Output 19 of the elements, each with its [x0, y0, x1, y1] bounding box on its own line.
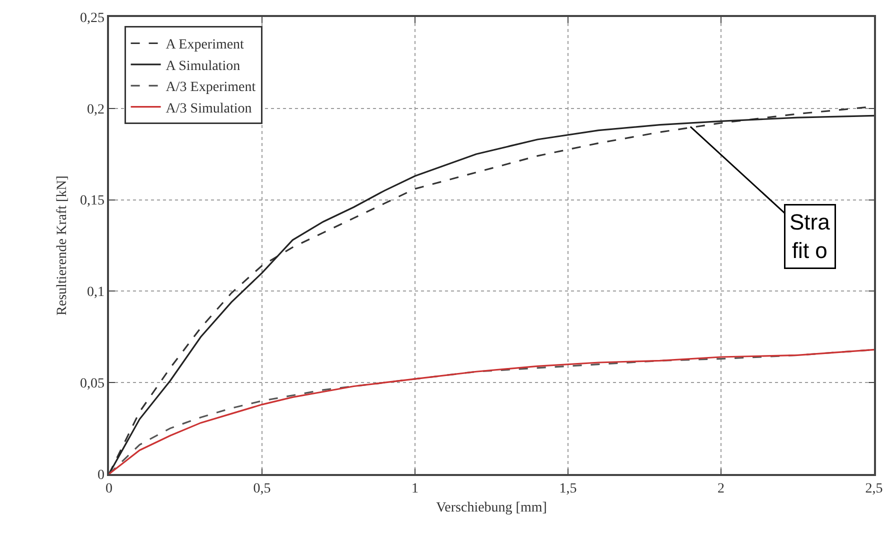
- legend-label: A/3 Simulation: [166, 101, 252, 116]
- x-tick-label: 1,5: [559, 482, 577, 497]
- x-tick-label: 2: [718, 482, 724, 497]
- y-tick-label: 0,25: [80, 10, 104, 26]
- y-tick-label: 0: [97, 468, 104, 483]
- annotation: Stra fit o: [790, 210, 831, 264]
- x-tick-label: 2,5: [865, 482, 883, 497]
- y-axis-title: Resultierende Kraft [kN]: [55, 176, 70, 316]
- legend-label: A/3 Experiment: [166, 80, 256, 96]
- x-axis-title: Verschiebung [mm]: [436, 500, 547, 516]
- y-tick-label: 0,05: [80, 376, 104, 392]
- x-tick-label: 1: [412, 482, 418, 497]
- x-tick-label: 0,5: [253, 482, 271, 497]
- line-series: [109, 348, 874, 474]
- y-tick-label: 0,1: [86, 285, 104, 300]
- y-tick-label: 0,2: [86, 102, 104, 118]
- legend-label: A Simulation: [166, 58, 240, 74]
- legend-label: A Experiment: [166, 38, 244, 53]
- y-tick-label: 0,15: [80, 194, 104, 209]
